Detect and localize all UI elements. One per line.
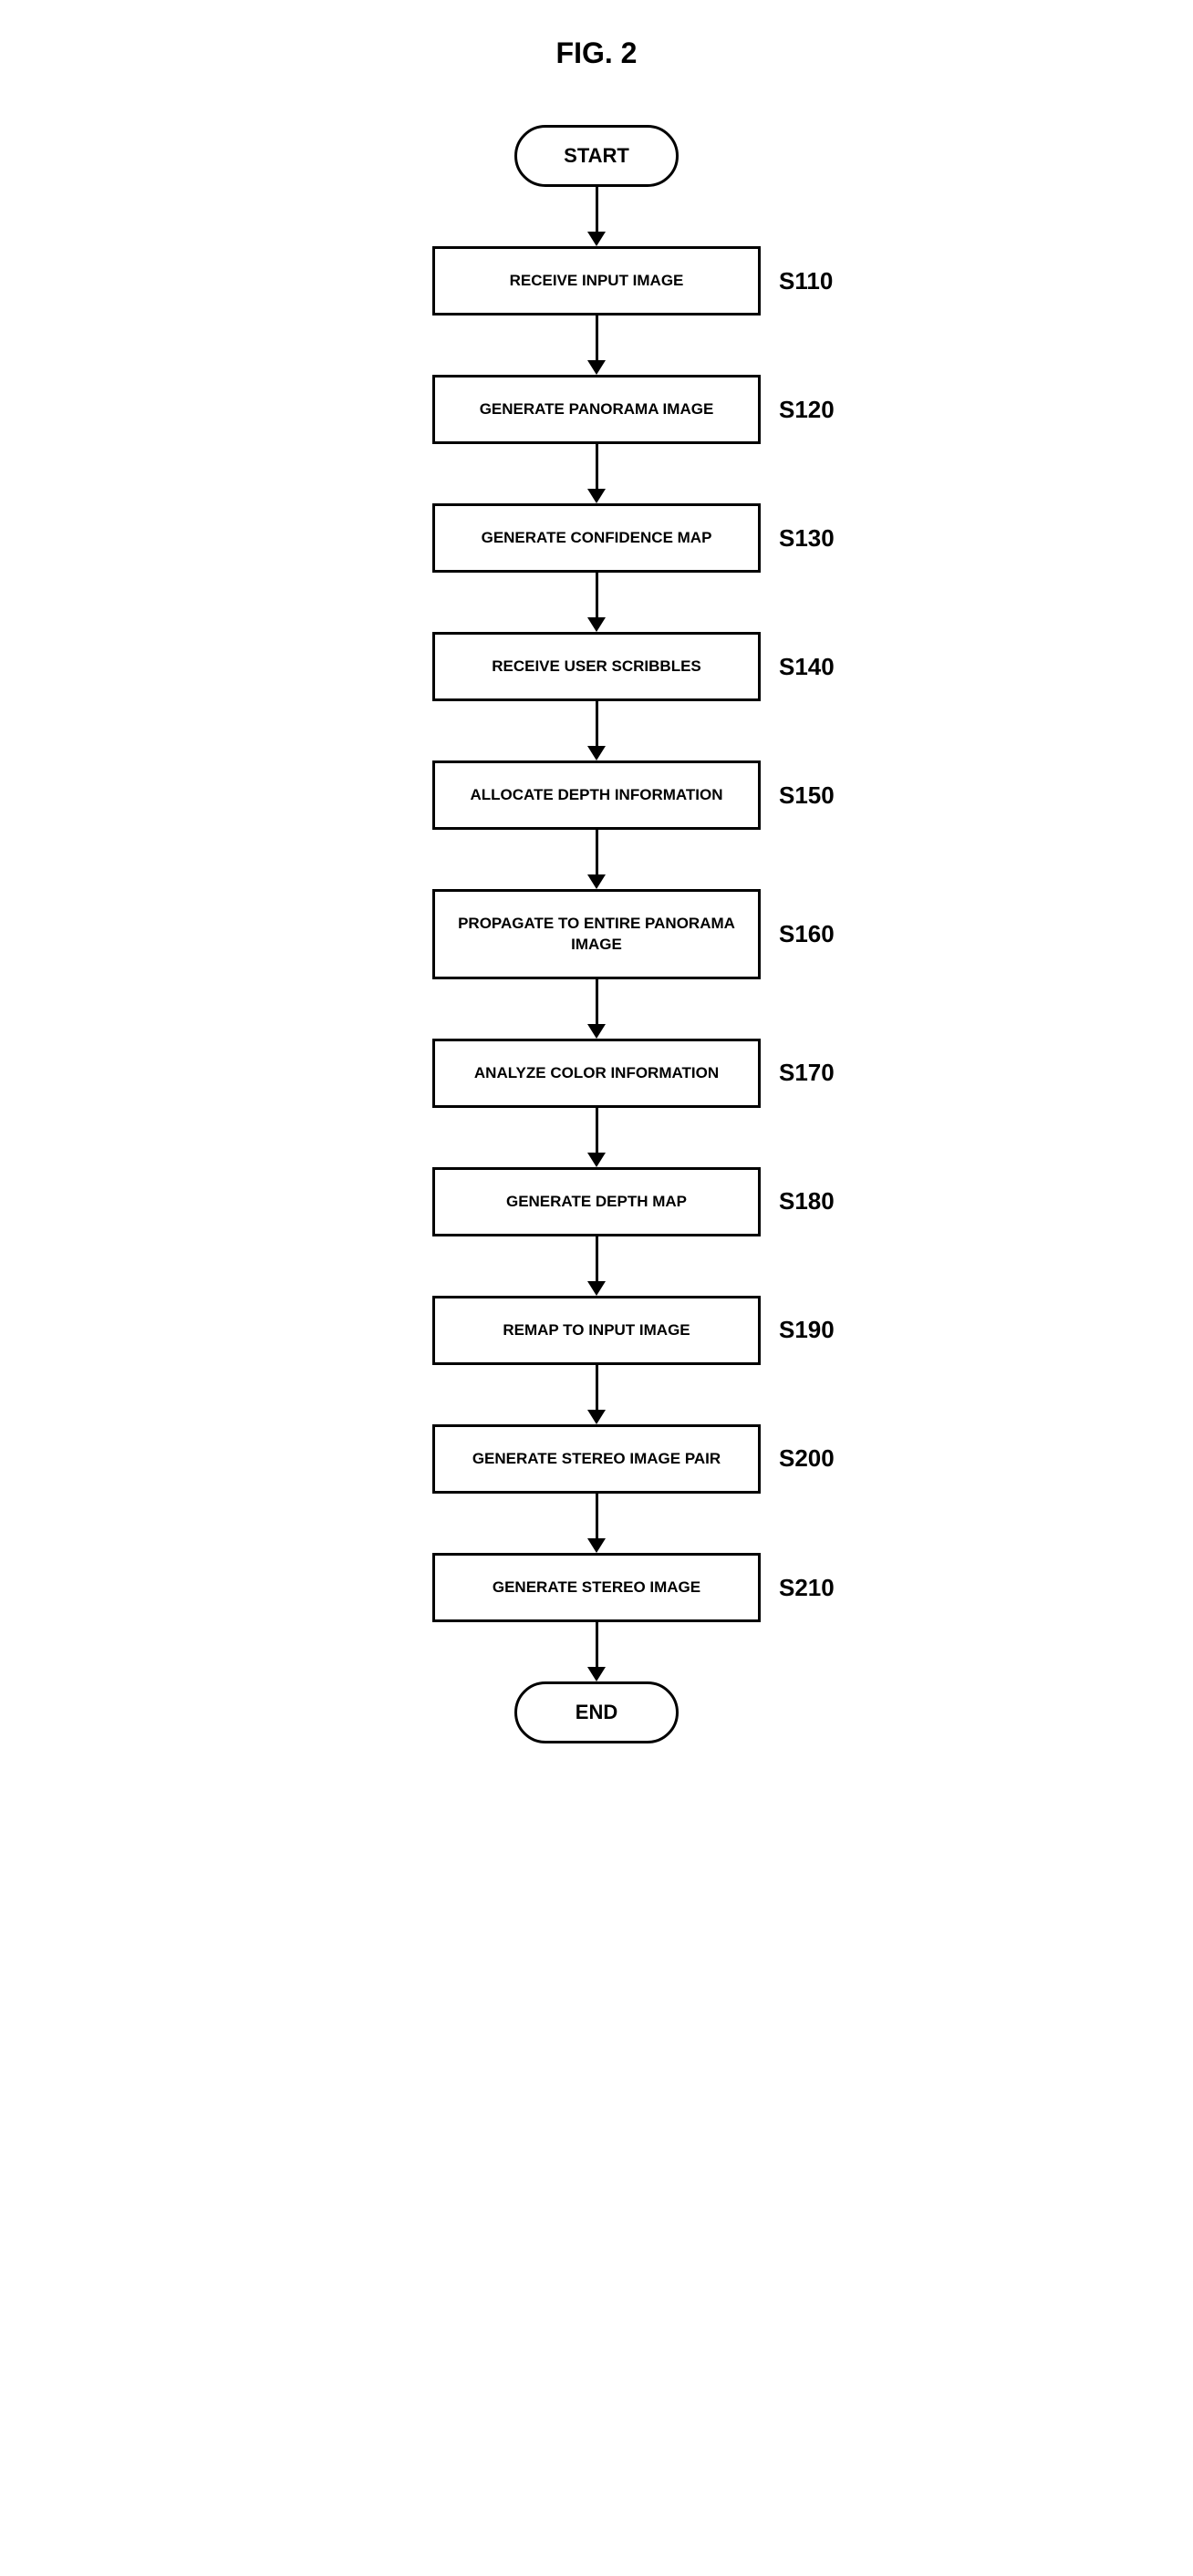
process-box: GENERATE STEREO IMAGE PAIR	[432, 1424, 761, 1494]
process-box: RECEIVE USER SCRIBBLES	[432, 632, 761, 701]
step-row: GENERATE STEREO IMAGES210	[432, 1553, 761, 1622]
process-box: PROPAGATE TO ENTIRE PANORAMA IMAGE	[432, 889, 761, 978]
step-id-label: S170	[779, 1059, 835, 1087]
arrow-icon	[432, 701, 761, 760]
step-row: GENERATE STEREO IMAGE PAIRS200	[432, 1424, 761, 1494]
step-row: RECEIVE INPUT IMAGES110	[432, 246, 761, 316]
figure-title: FIG. 2	[556, 36, 638, 70]
arrow-icon	[432, 830, 761, 889]
process-box: ANALYZE COLOR INFORMATION	[432, 1039, 761, 1108]
step-row: GENERATE PANORAMA IMAGES120	[432, 375, 761, 444]
end-terminal: END	[514, 1681, 679, 1743]
steps-container: RECEIVE INPUT IMAGES110 GENERATE PANORAMA…	[432, 246, 761, 1681]
start-terminal: START	[514, 125, 679, 187]
process-box: RECEIVE INPUT IMAGE	[432, 246, 761, 316]
process-box: GENERATE STEREO IMAGE	[432, 1553, 761, 1622]
arrow-icon	[432, 1236, 761, 1296]
step-id-label: S200	[779, 1444, 835, 1473]
step-id-label: S210	[779, 1574, 835, 1602]
step-row: PROPAGATE TO ENTIRE PANORAMA IMAGES160	[432, 889, 761, 978]
step-id-label: S130	[779, 524, 835, 553]
step-id-label: S140	[779, 653, 835, 681]
step-row: ANALYZE COLOR INFORMATIONS170	[432, 1039, 761, 1108]
arrow-icon	[432, 573, 761, 632]
step-row: RECEIVE USER SCRIBBLESS140	[432, 632, 761, 701]
arrow-icon	[432, 1108, 761, 1167]
arrow-icon	[432, 1622, 761, 1681]
arrow-icon	[432, 316, 761, 375]
arrow-icon	[432, 1365, 761, 1424]
step-id-label: S110	[779, 267, 833, 295]
step-id-label: S160	[779, 920, 835, 948]
process-box: GENERATE PANORAMA IMAGE	[432, 375, 761, 444]
arrow-icon	[432, 444, 761, 503]
step-id-label: S180	[779, 1187, 835, 1216]
step-row: REMAP TO INPUT IMAGES190	[432, 1296, 761, 1365]
arrow-icon	[432, 979, 761, 1039]
process-box: REMAP TO INPUT IMAGE	[432, 1296, 761, 1365]
process-box: ALLOCATE DEPTH INFORMATION	[432, 760, 761, 830]
process-box: GENERATE CONFIDENCE MAP	[432, 503, 761, 573]
step-row: GENERATE CONFIDENCE MAPS130	[432, 503, 761, 573]
step-row: GENERATE DEPTH MAPS180	[432, 1167, 761, 1236]
flowchart-container: START RECEIVE INPUT IMAGES110 GENERATE PA…	[432, 125, 761, 1743]
step-row: ALLOCATE DEPTH INFORMATIONS150	[432, 760, 761, 830]
step-id-label: S150	[779, 781, 835, 810]
step-id-label: S120	[779, 396, 835, 424]
arrow-icon	[432, 1494, 761, 1553]
step-id-label: S190	[779, 1316, 835, 1344]
process-box: GENERATE DEPTH MAP	[432, 1167, 761, 1236]
arrow-icon	[587, 187, 606, 246]
